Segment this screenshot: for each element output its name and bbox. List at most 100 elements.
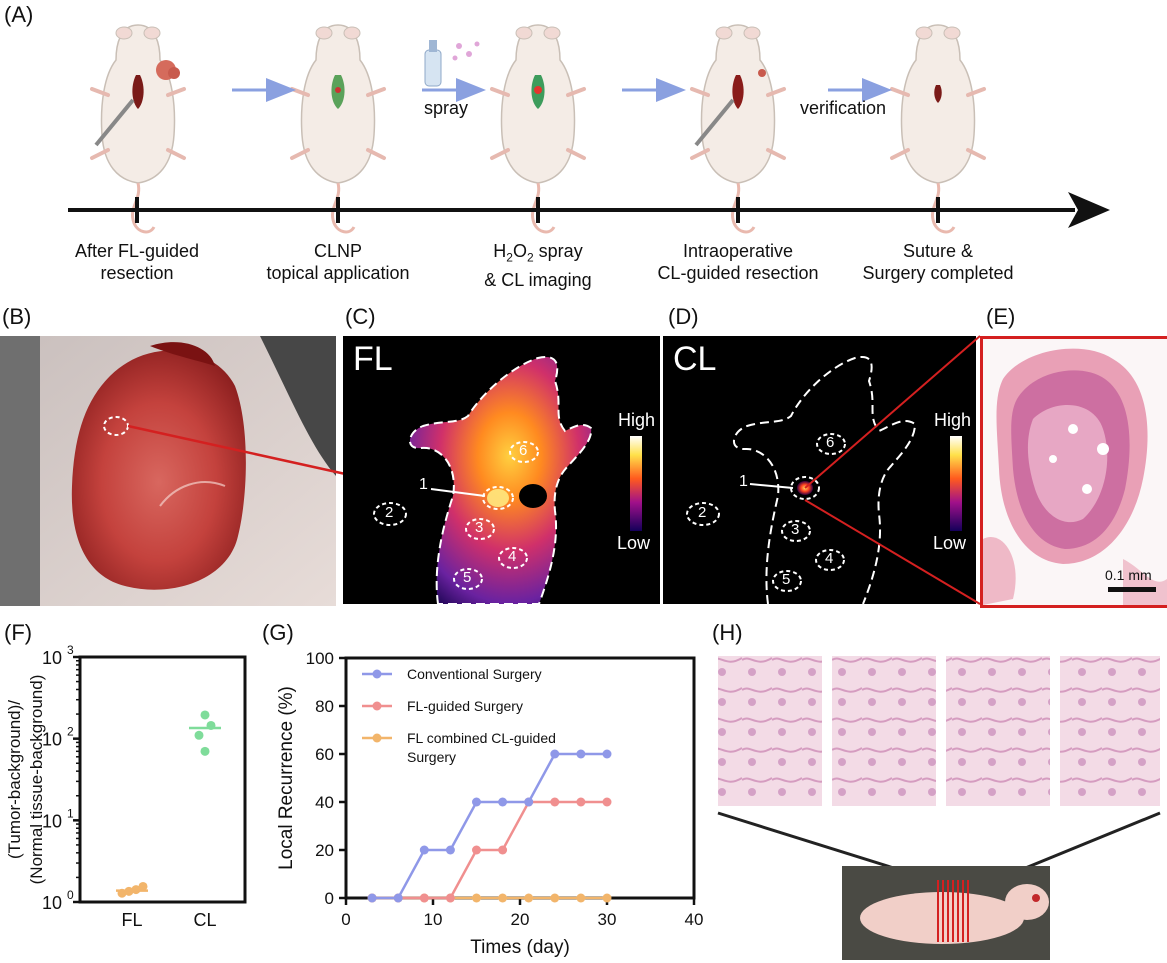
data-point-fl-guided — [602, 797, 612, 807]
timeline-step-3: H2O2 spray & CL imaging — [484, 241, 592, 290]
panel-label-a: (A) — [4, 2, 34, 27]
mouse-illustration-1 — [90, 23, 186, 234]
data-point-conventional — [576, 749, 586, 759]
data-point-cl — [200, 710, 210, 720]
x-tick-label: 20 — [511, 910, 530, 929]
fl-high-label: High — [618, 410, 656, 430]
series-line-conventional — [372, 752, 607, 900]
mouse-illustration-3 — [490, 23, 586, 234]
x-tick-label-fl: FL — [121, 910, 142, 930]
cl-region-4: 4 — [825, 550, 834, 567]
x-tick-label: 30 — [598, 910, 617, 929]
histology-slice-2 — [832, 656, 936, 806]
timeline-step-5: Suture & Surgery completed — [862, 241, 1014, 283]
legend-label-fl-cl-guided-line2: Surgery — [407, 749, 456, 765]
data-point-conventional — [393, 893, 403, 903]
scale-bar — [1108, 587, 1156, 592]
cl-region-2: 2 — [698, 504, 707, 521]
y-tick-label: 0 — [325, 889, 334, 908]
y-tick-label: 10 — [42, 811, 62, 831]
chart-f-frame — [78, 655, 247, 904]
histology-slice-3 — [946, 656, 1050, 806]
fl-region-4: 4 — [508, 548, 517, 565]
histology-panel-h — [717, 656, 1161, 960]
panel-label-c: (C) — [345, 304, 376, 329]
data-point-conventional — [472, 797, 481, 807]
cl-high-label: High — [934, 410, 972, 430]
data-point-cl — [194, 730, 204, 740]
y-tick-exponent: 3 — [67, 643, 74, 657]
data-point-fl-cl-guided — [524, 893, 534, 903]
data-point-conventional — [367, 893, 377, 903]
fl-low-label: Low — [617, 533, 651, 553]
data-point-fl-guided — [472, 845, 481, 855]
chart-f: 10 0 10 1 10 2 10 3 FL CL (Tumor-background)/(Norm… — [5, 643, 247, 930]
data-point-fl-guided — [498, 845, 508, 855]
data-point-conventional — [602, 749, 612, 759]
mouse-illustration-2 — [290, 23, 386, 234]
cl-region-6: 6 — [826, 434, 835, 451]
series-line-fl-guided — [372, 800, 607, 900]
legend-marker-fl-cl-guided — [372, 733, 382, 743]
fl-region-1: 1 — [419, 476, 428, 493]
data-point-fl — [138, 881, 148, 891]
y-tick-label: 20 — [315, 841, 334, 860]
legend-label-conventional: Conventional Surgery — [407, 666, 542, 682]
y-tick-label: 40 — [315, 793, 334, 812]
chart-g: 0 20 40 60 80 100 0 10 20 30 40 Times (day) Local Re… — [276, 649, 703, 958]
y-axis-label-line2: (Normal tissue-background) — [27, 675, 46, 885]
data-point-fl-cl-guided — [602, 893, 612, 903]
cl-title: CL — [673, 340, 717, 378]
timeline-arrowhead — [1068, 192, 1110, 228]
surgical-photo — [0, 336, 336, 606]
cl-image-panel: CL High Low 1 2 3 4 5 6 — [663, 336, 976, 604]
panel-label-h: (H) — [712, 620, 743, 645]
data-point-conventional — [445, 845, 455, 855]
fl-colorbar — [630, 436, 642, 531]
timeline-illustration — [68, 23, 1110, 234]
y-tick-exponent: 0 — [67, 888, 74, 902]
y-axis-label: Local Recurrence (%) — [276, 686, 297, 870]
x-tick-label-cl: CL — [193, 910, 216, 930]
panel-label-g: (G) — [262, 620, 294, 645]
x-tick-label: 10 — [424, 910, 443, 929]
data-point-fl-cl-guided — [498, 893, 508, 903]
scale-bar-label: 0.1 mm — [1105, 567, 1152, 583]
fl-region-6: 6 — [519, 442, 528, 459]
connector-d-e — [804, 335, 981, 605]
data-point-conventional — [524, 797, 534, 807]
chart-g-frame — [344, 656, 696, 900]
y-tick-label: 80 — [315, 697, 334, 716]
fl-image-panel: FL High Low 1 2 3 4 5 6 — [343, 336, 660, 604]
data-point-conventional — [550, 749, 560, 759]
timeline-step-4: Intraoperative CL-guided resection — [657, 241, 819, 283]
histology-slice-1 — [718, 656, 822, 806]
cl-colorbar — [950, 436, 962, 531]
y-tick-label: 100 — [306, 649, 334, 668]
y-tick-label: 60 — [315, 745, 334, 764]
histology-slice-4 — [1060, 656, 1160, 806]
y-tick-label: 10 — [42, 648, 62, 668]
fl-region-5: 5 — [463, 569, 472, 586]
cl-low-label: Low — [933, 533, 967, 553]
y-tick-exponent: 2 — [67, 725, 74, 739]
verification-label: verification — [800, 98, 887, 118]
x-tick-label: 0 — [341, 910, 350, 929]
y-tick-exponent: 1 — [67, 806, 74, 820]
data-point-fl-guided — [576, 797, 586, 807]
legend-label-fl-cl-guided: FL combined CL-guided — [407, 730, 556, 746]
data-point-fl-guided — [550, 797, 560, 807]
data-point-fl-cl-guided — [550, 893, 560, 903]
legend-marker-fl-guided — [372, 701, 382, 711]
cl-region-3: 3 — [791, 521, 800, 538]
panel-label-e: (E) — [986, 304, 1016, 329]
y-axis-label-line1: (Tumor-background)/ — [5, 700, 24, 859]
spray-bottle-icon — [424, 40, 480, 87]
data-point-fl-guided — [419, 893, 429, 903]
legend-label-fl-guided: FL-guided Surgery — [407, 698, 523, 714]
data-point-fl-cl-guided — [576, 893, 586, 903]
timeline-step-1: After FL-guided resection — [74, 241, 200, 283]
y-tick-label: 10 — [42, 730, 62, 750]
panel-label-d: (D) — [668, 304, 699, 329]
cl-region-5: 5 — [782, 571, 791, 588]
